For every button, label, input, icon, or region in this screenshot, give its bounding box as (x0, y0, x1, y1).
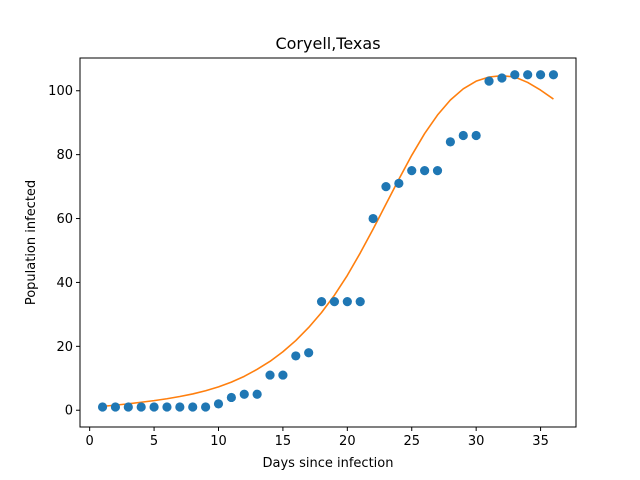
x-tick-label: 10 (210, 434, 227, 449)
data-point (201, 402, 211, 412)
x-tick-label: 15 (275, 434, 292, 449)
data-point (162, 402, 172, 412)
x-tick-label: 20 (339, 434, 356, 449)
data-point (523, 70, 533, 80)
data-point (329, 297, 340, 307)
y-tick-label: 0 (65, 404, 73, 419)
data-point (497, 73, 507, 83)
data-point (484, 76, 494, 86)
data-point (110, 402, 121, 412)
data-point (316, 297, 327, 307)
chart-title: Coryell,Texas (275, 34, 380, 53)
data-point (432, 166, 443, 176)
plot-frame (79, 57, 577, 428)
data-point (445, 137, 455, 147)
data-point (213, 399, 224, 409)
y-tick-label: 80 (56, 148, 73, 163)
x-tick-label: 30 (468, 434, 485, 449)
fit-line (102, 74, 554, 408)
data-point (123, 402, 133, 412)
x-tick-label: 35 (532, 434, 549, 449)
data-point (239, 389, 249, 399)
x-axis-label: Days since infection (263, 456, 394, 471)
data-point (510, 70, 520, 80)
y-ticks: 0 20 40 60 80 100 (48, 84, 80, 419)
data-point (304, 348, 314, 358)
plot-background (80, 58, 576, 427)
data-point (226, 392, 236, 403)
data-point (420, 166, 430, 176)
y-tick-label: 40 (56, 276, 73, 291)
data-point (458, 130, 468, 141)
data-point (278, 370, 288, 380)
x-ticks: 0 5 10 15 20 25 30 35 (86, 427, 549, 449)
data-point (175, 402, 185, 412)
data-point (394, 178, 404, 188)
data-point (355, 297, 365, 307)
data-point (188, 402, 198, 412)
data-point (548, 70, 559, 80)
fit-line-layer (102, 74, 554, 408)
x-tick-label: 5 (150, 434, 158, 449)
x-tick-label: 25 (403, 434, 420, 449)
data-point (291, 351, 301, 361)
y-tick-label: 100 (48, 84, 73, 99)
data-point (149, 402, 159, 412)
data-point (342, 297, 352, 307)
data-point (381, 181, 391, 192)
data-point (265, 370, 275, 380)
data-point (407, 166, 417, 176)
data-point (535, 70, 546, 80)
data-point (368, 213, 378, 224)
x-tick-label: 0 (86, 434, 94, 449)
data-point (252, 389, 262, 399)
y-axis-label: Population infected (24, 180, 39, 305)
y-tick-label: 60 (56, 212, 73, 227)
scatter-points-layer (97, 70, 559, 412)
data-point (471, 130, 481, 141)
data-point (136, 402, 146, 412)
y-tick-label: 20 (56, 340, 73, 355)
data-point (97, 402, 108, 412)
